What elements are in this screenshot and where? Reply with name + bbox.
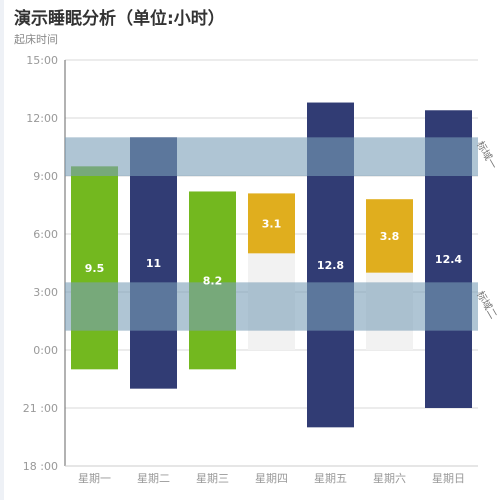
bar-value-label: 3.8 bbox=[380, 230, 400, 243]
x-category-label: 星期二 bbox=[137, 472, 170, 485]
bar-4 bbox=[248, 193, 295, 254]
chart-subtitle: 起床时间 bbox=[14, 33, 58, 46]
y-tick-label: 18 :00 bbox=[23, 460, 58, 473]
y-tick-label: 0:00 bbox=[33, 344, 58, 357]
x-category-label: 星期一 bbox=[78, 472, 111, 485]
x-category-label: 星期五 bbox=[314, 472, 347, 485]
y-tick-label: 9:00 bbox=[33, 170, 58, 183]
bar-2 bbox=[130, 137, 177, 389]
bar-6 bbox=[366, 199, 413, 273]
bar-value-label: 8.2 bbox=[203, 274, 223, 287]
x-category-label: 星期六 bbox=[373, 472, 406, 485]
x-category-label: 星期三 bbox=[196, 472, 229, 485]
y-tick-label: 6:00 bbox=[33, 228, 58, 241]
y-tick-label: 21 :00 bbox=[23, 402, 58, 415]
mark-area-1 bbox=[65, 137, 478, 176]
bar-value-label: 12.8 bbox=[317, 259, 344, 272]
chart-title: 演示睡眠分析（单位:小时） bbox=[14, 9, 225, 29]
bar-value-label: 11 bbox=[146, 257, 161, 270]
bar-value-label: 9.5 bbox=[85, 262, 105, 275]
bar-value-label: 3.1 bbox=[262, 217, 282, 230]
y-tick-label: 3:00 bbox=[33, 286, 58, 299]
x-category-label: 星期日 bbox=[432, 472, 465, 485]
bar-3 bbox=[189, 191, 236, 370]
mark-area-2 bbox=[65, 282, 478, 331]
left-edge-strip bbox=[0, 0, 4, 500]
bar-value-label: 12.4 bbox=[435, 253, 462, 266]
y-tick-label: 12:00 bbox=[26, 112, 58, 125]
y-tick-label: 15:00 bbox=[26, 54, 58, 67]
x-category-label: 星期四 bbox=[255, 472, 288, 485]
bar-1 bbox=[71, 166, 118, 370]
